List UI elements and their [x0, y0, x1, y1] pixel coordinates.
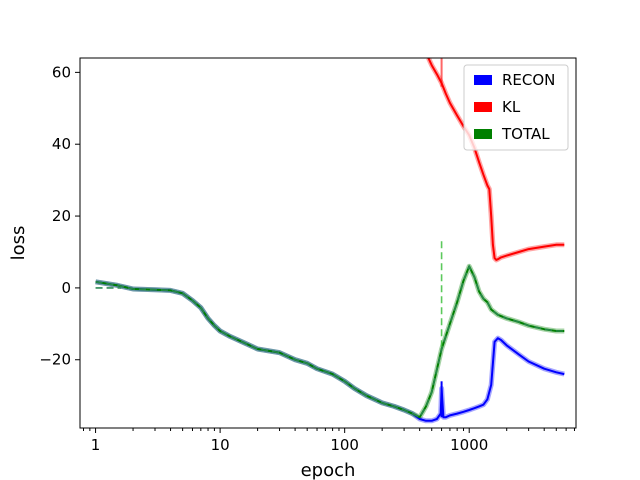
series-line-kl: [427, 58, 565, 261]
plot-frame: [79, 57, 577, 429]
legend: RECON KL TOTAL: [463, 64, 569, 151]
y-tick-label: 0: [61, 279, 71, 297]
x-tick-label: 10: [211, 436, 230, 454]
legend-label-total: TOTAL: [501, 125, 550, 143]
y-tick-label: 20: [52, 207, 71, 225]
x-tick-label: 100: [330, 436, 359, 454]
x-tick-label: 1000: [450, 436, 488, 454]
y-tick-label: −20: [39, 351, 71, 369]
x-axis-label: epoch: [301, 460, 356, 480]
series-line-recon: [95, 280, 565, 422]
y-tick-label: 60: [52, 63, 71, 81]
x-axis: 1 10 100 1000: [82, 428, 575, 454]
legend-swatch-total: [474, 129, 492, 139]
legend-swatch-kl: [474, 102, 492, 112]
y-tick-label: 40: [52, 135, 71, 153]
series-layer: [95, 58, 565, 424]
legend-frame: [463, 64, 569, 151]
y-axis: −20 0 20 40 60: [39, 63, 80, 369]
series-dashed-total: [95, 264, 565, 419]
legend-label-kl: KL: [502, 98, 521, 116]
legend-label-recon: RECON: [502, 71, 555, 89]
x-tick-label: 1: [91, 436, 101, 454]
y-axis-label: loss: [8, 226, 29, 261]
legend-swatch-recon: [474, 75, 492, 85]
